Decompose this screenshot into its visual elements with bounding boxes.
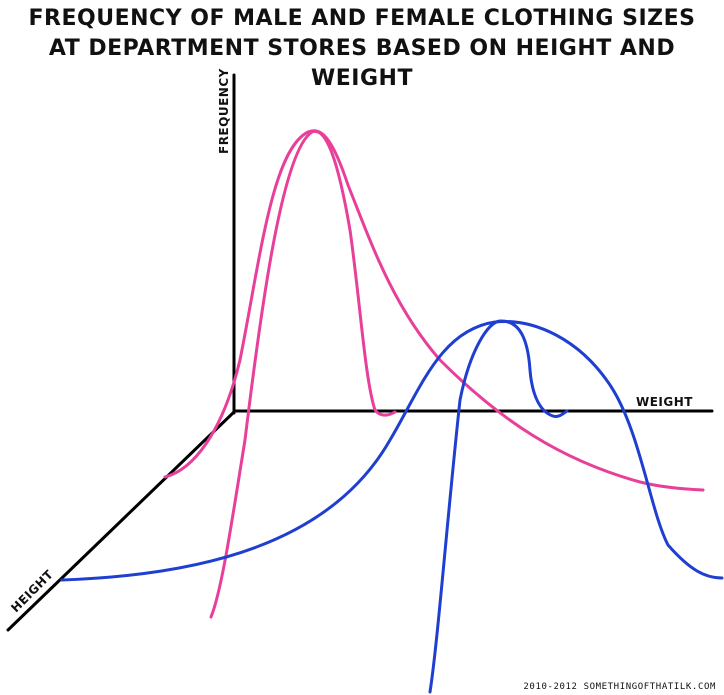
chart-title-line-2: AT DEPARTMENT STORES BASED ON HEIGHT AND… (48, 36, 676, 91)
height-axis (6, 410, 236, 632)
credit-text: 2010-2012 SOMETHINGOFTHATILK.COM (523, 682, 716, 692)
frequency-axis-label: FREQUENCY (217, 68, 231, 154)
chart-title-line-1: FREQUENCY OF MALE AND FEMALE CLOTHING SI… (28, 6, 696, 31)
blue-series (60, 319, 724, 694)
weight-axis-label: WEIGHT (636, 395, 693, 409)
pink-curve-back (209, 129, 397, 619)
blue-curve-back (428, 319, 569, 694)
pink-curve-front (163, 129, 705, 492)
blue-curve-front (60, 320, 724, 582)
axes (6, 73, 714, 632)
chart-title: FREQUENCY OF MALE AND FEMALE CLOTHING SI… (0, 4, 724, 94)
pink-series (163, 129, 705, 619)
